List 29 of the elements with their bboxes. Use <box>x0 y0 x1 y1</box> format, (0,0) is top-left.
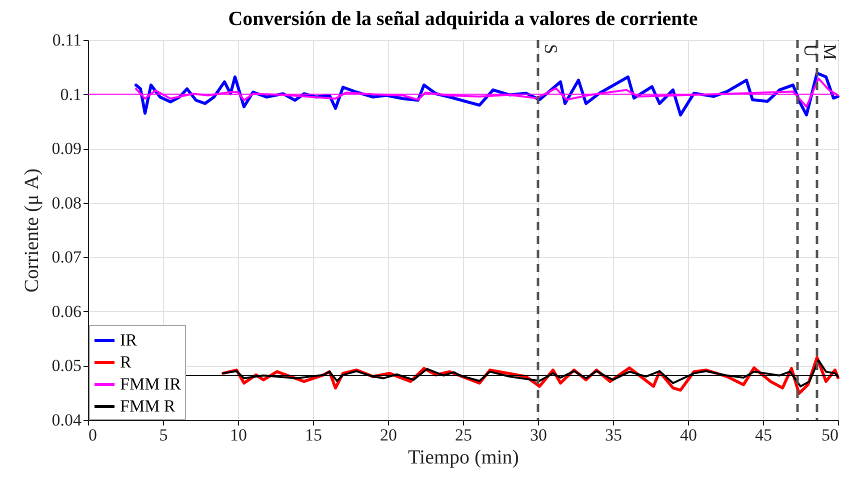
y-tick-label: 0.05 <box>52 356 82 376</box>
y-tick-label: 0.06 <box>52 302 82 321</box>
y-tick-label: 0.1 <box>60 84 82 104</box>
chart-title: Conversión de la señal adquirida a valores de corriente <box>228 8 698 30</box>
y-tick-label: 0.08 <box>52 193 82 212</box>
ref-line-label: U <box>800 44 820 57</box>
x-tick-label: 50 <box>822 426 838 444</box>
legend-label: R <box>120 352 132 372</box>
x-tick-label: 10 <box>230 426 247 444</box>
x-tick-label: 20 <box>380 426 397 444</box>
y-axis-title: Corriente (μ A) <box>20 168 43 293</box>
x-tick-label: 30 <box>530 426 547 444</box>
legend-label: FMM R <box>120 396 176 416</box>
x-tick-label: 45 <box>755 426 772 444</box>
x-tick-label: 40 <box>680 426 697 444</box>
y-tick-label: 0.04 <box>52 410 82 430</box>
x-tick-label: 35 <box>605 426 622 444</box>
y-tick-label: 0.07 <box>52 248 82 267</box>
legend-label: FMM IR <box>120 374 182 394</box>
legend-label: IR <box>120 330 138 350</box>
y-tick-label: 0.09 <box>52 139 82 158</box>
ref-line-label: M <box>820 44 840 60</box>
x-tick-label: 25 <box>455 426 472 444</box>
x-tick-label: 0 <box>88 426 97 444</box>
x-tick-label: 15 <box>305 426 322 444</box>
y-tick-label: 0.11 <box>52 30 82 50</box>
ref-line-label: S <box>541 44 561 54</box>
x-axis-title: Tiempo (min) <box>408 446 519 468</box>
x-tick-label: 5 <box>159 426 168 444</box>
